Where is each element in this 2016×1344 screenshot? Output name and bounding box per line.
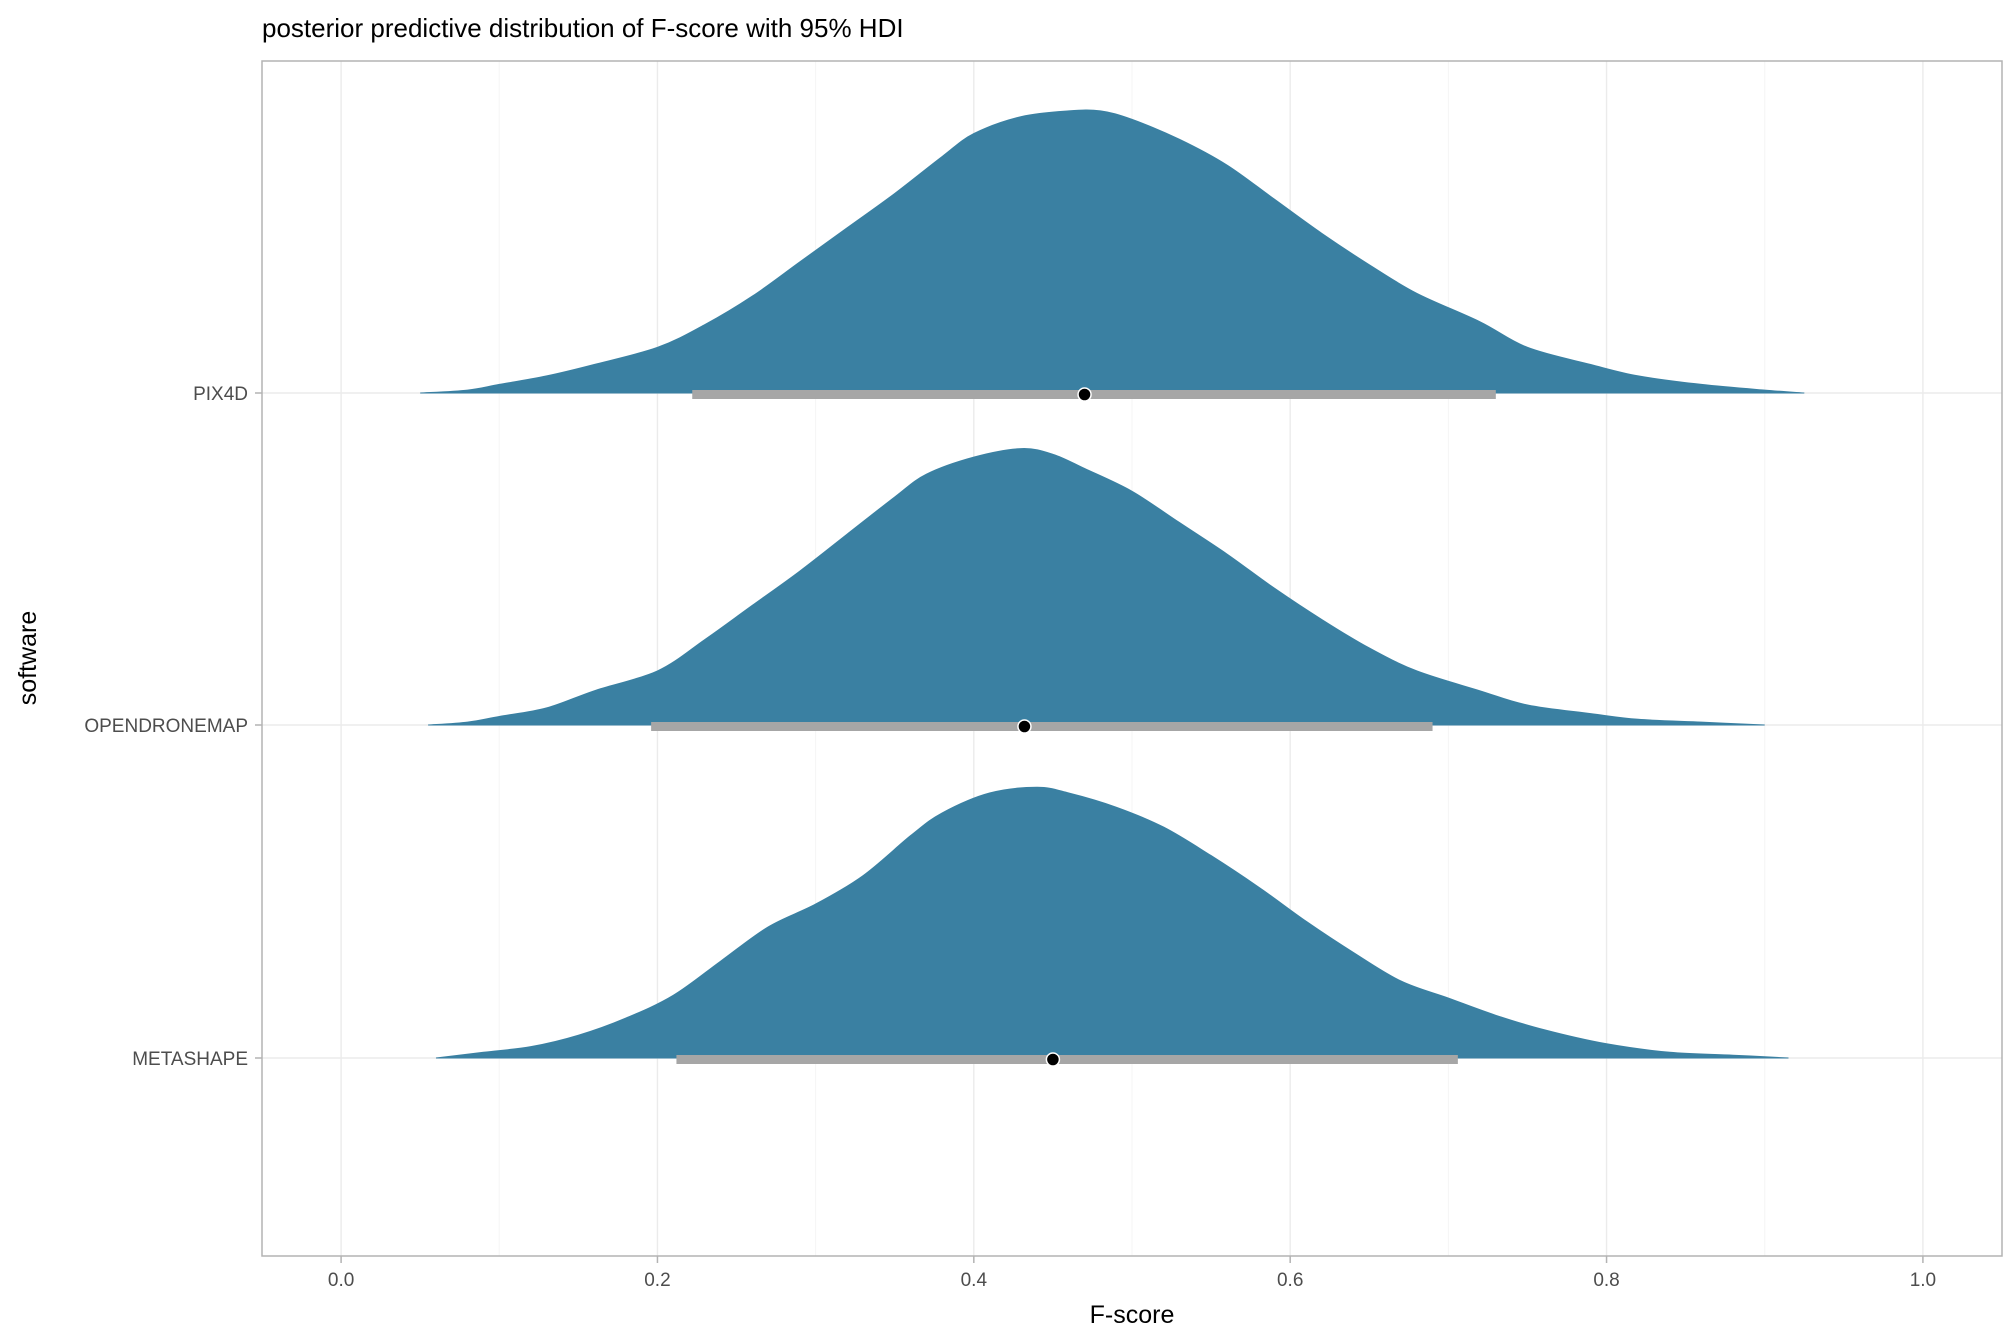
x-tick-label: 0.0: [328, 1270, 354, 1291]
panel-border: [261, 60, 2003, 1257]
hdi-intervals: [651, 390, 1496, 1064]
y-tick-label-pix4d: PIX4D: [193, 384, 248, 405]
point-estimate-pix4d: [1077, 387, 1092, 402]
hdi-interval-metashape: [676, 1055, 1458, 1064]
chart-title: posterior predictive distribution of F-s…: [262, 13, 904, 43]
x-axis-title: F-score: [1090, 1301, 1175, 1329]
point-estimate-opendronemap: [1017, 719, 1032, 734]
hdi-interval-opendronemap: [651, 722, 1433, 731]
x-tick-label: 0.6: [1277, 1270, 1303, 1291]
y-tick-label-opendronemap: OPENDRONEMAP: [84, 716, 248, 737]
density-ridge-opendronemap: [428, 448, 1765, 726]
x-tick-label: 0.8: [1593, 1270, 1619, 1291]
hdi-interval-pix4d: [692, 390, 1496, 399]
density-ridge-metashape: [435, 786, 1789, 1059]
x-tick-label: 0.2: [644, 1270, 670, 1291]
x-tick-label: 1.0: [1910, 1270, 1936, 1291]
x-tick-label: 0.4: [961, 1270, 988, 1291]
y-axis-ticks: PIX4D OPENDRONEMAP METASHAPE: [84, 384, 262, 1070]
point-estimates: [1017, 387, 1092, 1067]
y-axis-title: software: [14, 611, 42, 705]
density-ridge-pix4d: [420, 109, 1805, 394]
point-estimate-metashape: [1045, 1052, 1061, 1067]
y-tick-label-metashape: METASHAPE: [132, 1049, 248, 1070]
density-ridges: [420, 109, 1805, 1059]
x-axis-ticks: 0.0 0.2 0.4 0.6 0.8 1.0: [328, 1256, 1936, 1291]
